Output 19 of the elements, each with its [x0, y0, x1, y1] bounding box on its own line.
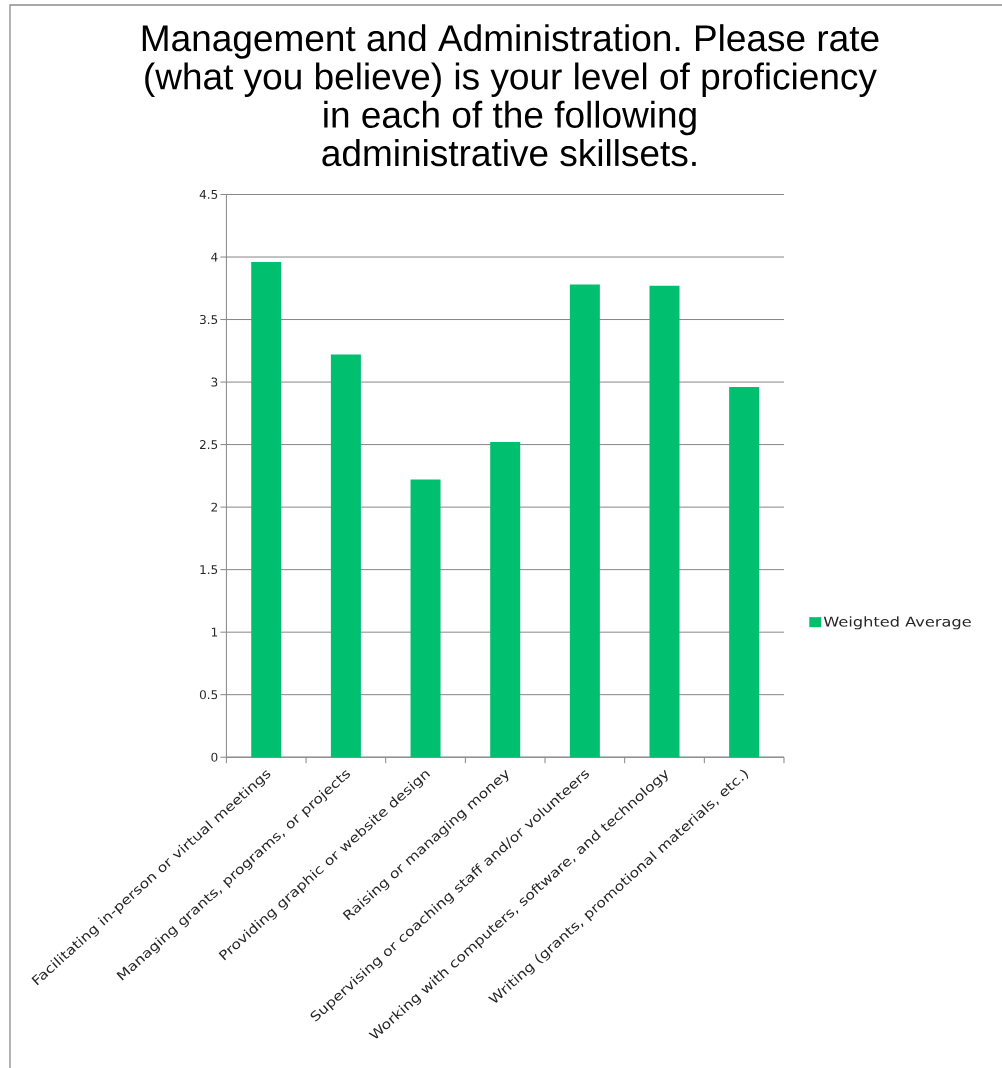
y-tick-label: 0 — [211, 752, 218, 762]
chart-title: Management and Administration. Please rate (what you believe) is your level of proficiency in each of the following administrative skillsets. — [142, 24, 879, 167]
y-tick-label: 4 — [211, 252, 218, 262]
bar — [649, 285, 680, 758]
y-tick-label: 2.5 — [199, 440, 218, 450]
y-tick-label: 3.5 — [200, 315, 218, 325]
y-tick-label: 1 — [211, 627, 218, 637]
y-tick-label: 2 — [211, 502, 217, 512]
bar — [251, 262, 282, 758]
y-tick-label: 0.5 — [199, 690, 218, 700]
bar — [569, 284, 600, 758]
y-tick-label: 3 — [211, 377, 218, 387]
bar — [490, 442, 521, 758]
y-tick-label: 1.5 — [200, 565, 218, 575]
legend-label: Weighted Average — [823, 616, 971, 630]
y-tick-label: 4.5 — [199, 190, 218, 199]
bar — [410, 479, 441, 758]
bar — [330, 354, 361, 758]
bar — [729, 387, 760, 758]
